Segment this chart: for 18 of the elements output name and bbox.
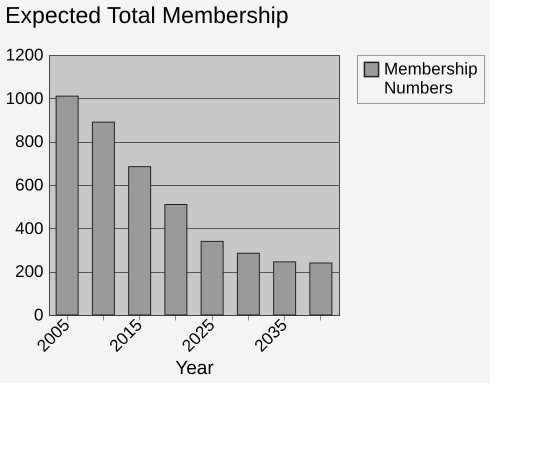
y-tick-label: 800 [15,132,44,152]
bar [200,240,224,316]
y-tick-label: 1000 [6,88,44,108]
y-tick-label: 200 [15,262,44,282]
legend-label: Membership Numbers [384,60,478,98]
bar [128,166,152,316]
bar [164,204,188,316]
bar [309,262,332,316]
bar [92,122,115,316]
bar [273,261,296,316]
chart-title: Expected Total Membership [5,2,289,28]
y-tick-label: 400 [15,218,44,238]
y-tick-label: 600 [15,176,44,194]
bar [236,252,260,316]
x-axis-title: Year [175,358,214,379]
y-tick-label: 0 [34,306,44,324]
y-tick-label: 1200 [6,46,44,64]
bar [56,96,79,316]
